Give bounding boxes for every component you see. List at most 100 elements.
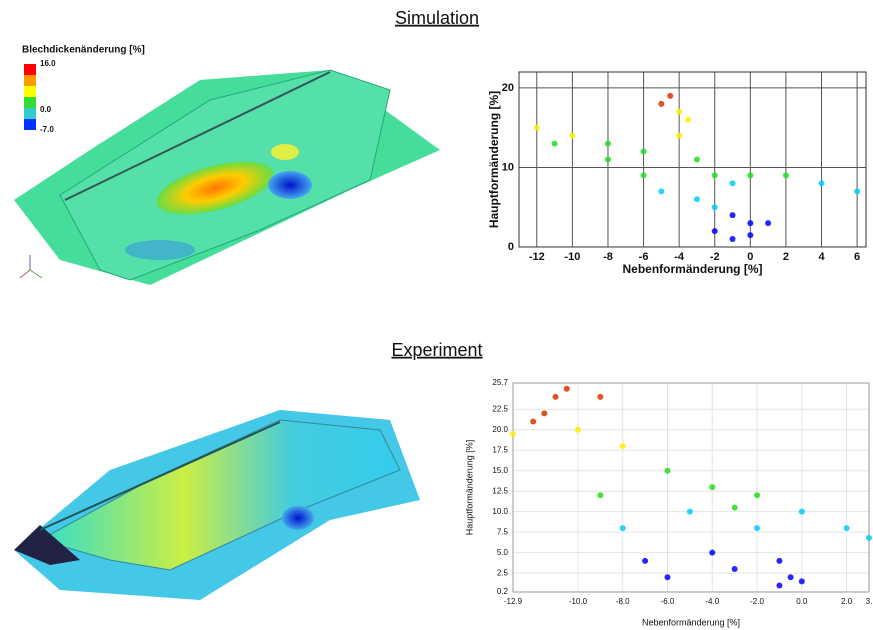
data-point <box>574 426 581 433</box>
data-point <box>530 418 537 425</box>
data-point <box>510 430 516 437</box>
x-tick-label: -12.9 <box>504 597 523 606</box>
data-point <box>866 534 872 541</box>
data-point <box>843 525 850 532</box>
x-tick-label: -2 <box>710 251 720 263</box>
data-point <box>658 100 665 107</box>
legend-swatch <box>24 119 36 130</box>
data-point <box>754 525 761 532</box>
legend-swatch <box>24 64 36 75</box>
data-point <box>765 220 772 227</box>
x-tick-label: -6.0 <box>661 597 675 606</box>
data-point <box>597 492 604 499</box>
plot-frame <box>518 71 867 248</box>
experiment-render <box>14 410 420 600</box>
data-point <box>533 124 540 131</box>
data-point <box>729 212 736 219</box>
x-tick-label: 2 <box>783 251 789 263</box>
data-point <box>604 140 611 147</box>
data-point <box>729 180 736 187</box>
data-point <box>640 148 647 155</box>
simulation-render <box>14 69 440 285</box>
data-point <box>563 385 570 392</box>
x-tick-label: -10.0 <box>569 597 588 606</box>
data-point <box>854 188 861 195</box>
data-point <box>693 196 700 203</box>
x-axis-label: Nebenformänderung [%] <box>622 262 762 276</box>
data-point <box>709 484 716 491</box>
data-point <box>664 574 671 581</box>
x-tick-label: -12 <box>529 251 545 263</box>
y-tick-label: 10 <box>502 161 514 173</box>
x-tick-label: -6 <box>639 251 649 263</box>
data-point <box>676 132 683 139</box>
data-point <box>642 557 649 564</box>
data-point <box>664 467 671 474</box>
data-point <box>729 236 736 243</box>
data-point <box>798 578 805 585</box>
data-point <box>711 228 718 235</box>
data-point <box>782 172 789 179</box>
data-point <box>776 557 783 564</box>
data-point <box>747 172 754 179</box>
x-tick-label: 0 <box>747 251 753 263</box>
data-point <box>676 108 683 115</box>
legend-title: Blechdickenänderung [%] <box>22 45 145 56</box>
data-point <box>731 566 738 573</box>
data-point <box>747 220 754 227</box>
data-point <box>693 156 700 163</box>
x-tick-label: 2.0 <box>841 597 853 606</box>
legend-tick-label: -7.0 <box>40 125 54 134</box>
data-point <box>541 410 548 417</box>
data-point <box>604 156 611 163</box>
y-tick-label: 12.5 <box>492 486 508 495</box>
x-tick-label: -4.0 <box>705 597 719 606</box>
y-tick-label: 20 <box>502 82 514 94</box>
data-point <box>667 92 674 99</box>
data-point <box>711 204 718 211</box>
legend-tick-label: 0.0 <box>40 105 52 114</box>
y-tick-label: 15.0 <box>492 466 508 475</box>
y-tick-label: 25.7 <box>492 378 508 387</box>
data-point <box>711 172 718 179</box>
data-point <box>551 140 558 147</box>
x-tick-label: -8.0 <box>616 597 630 606</box>
y-tick-label: 17.5 <box>492 445 508 454</box>
y-tick-label: 22.5 <box>492 404 508 413</box>
x-axis-label: Nebenformänderung [%] <box>642 617 740 627</box>
data-point <box>685 116 692 123</box>
data-point <box>597 393 604 400</box>
y-tick-label: 2.5 <box>497 568 509 577</box>
y-axis-label: Hauptformänderung [%] <box>487 91 501 228</box>
y-tick-label: 0 <box>508 241 514 253</box>
y-tick-label: 5.0 <box>497 548 509 557</box>
data-point <box>709 549 716 556</box>
y-tick-label: 0.2 <box>497 587 509 596</box>
data-point <box>731 504 738 511</box>
data-point <box>619 443 626 450</box>
y-axis-label: Hauptformänderung [%] <box>464 440 474 536</box>
data-point <box>658 188 665 195</box>
x-tick-label: 3. <box>866 597 873 606</box>
x-tick-label: 0.0 <box>796 597 808 606</box>
y-tick-label: 10.0 <box>492 507 508 516</box>
x-tick-label: -10 <box>564 251 580 263</box>
data-point <box>552 393 559 400</box>
x-tick-label: 4 <box>818 251 825 263</box>
x-tick-label: -8 <box>603 251 613 263</box>
data-point <box>569 132 576 139</box>
data-point <box>640 172 647 179</box>
x-tick-label: -4 <box>674 251 685 263</box>
legend-swatch <box>24 108 36 119</box>
y-tick-label: 20.0 <box>492 425 508 434</box>
section-title: Experiment <box>391 340 482 360</box>
data-point <box>619 525 626 532</box>
section-title: Simulation <box>395 8 479 28</box>
legend-swatch <box>24 75 36 86</box>
data-point <box>787 574 794 581</box>
x-tick-label: -2.0 <box>750 597 764 606</box>
y-tick-label: 7.5 <box>497 527 509 536</box>
data-point <box>686 508 693 515</box>
legend-tick-label: 16.0 <box>40 59 56 68</box>
